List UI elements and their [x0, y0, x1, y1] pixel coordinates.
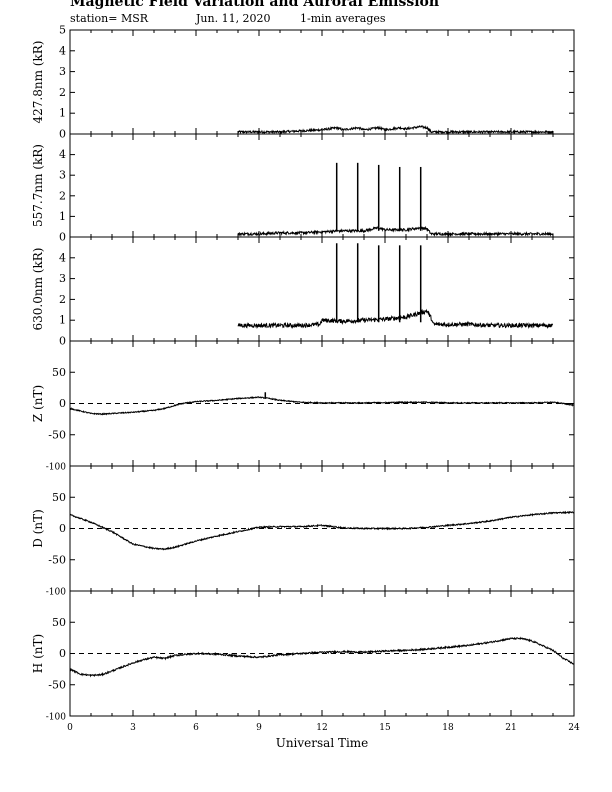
panel-6: -100 -50 0 50 H (nT) 0 3 6 9 12 15 18 21 24 Universal …: [31, 590, 580, 750]
x-tick-label: 24: [568, 723, 580, 733]
series-line: [237, 225, 554, 238]
averaging-label: 1-min averages: [300, 12, 386, 25]
panel-4: -100 -50 0 50 Z (nT): [31, 340, 575, 473]
y-axis-label: D (nT): [31, 509, 45, 548]
y-tick-label: 1: [59, 314, 66, 327]
x-axis-label: Universal Time: [276, 736, 369, 750]
y-tick-label: 0: [59, 335, 66, 348]
y-tick-label: 4: [59, 44, 66, 57]
y-tick-label: 0: [59, 128, 66, 141]
y-tick-label: 3: [59, 169, 66, 182]
y-tick-label: 2: [59, 189, 66, 202]
y-tick-label: 50: [52, 491, 66, 504]
y-tick-label: 4: [59, 148, 66, 161]
y-tick-label: 0: [59, 522, 66, 535]
y-tick-label: 1: [59, 107, 66, 120]
series-line: [237, 308, 554, 330]
y-tick-label: 0: [59, 647, 66, 660]
y-tick-label: 4: [59, 251, 66, 264]
series-line: [69, 510, 575, 551]
y-tick-label: -50: [48, 678, 66, 691]
y-tick-label: 50: [52, 366, 66, 379]
panel-2: 0 1 2 3 4 557.7nm (kR): [31, 133, 575, 244]
y-axis-label: 630.0nm (kR): [31, 248, 45, 331]
x-tick-label: 6: [193, 723, 199, 733]
y-tick-label: 1: [59, 210, 66, 223]
series-line: [69, 396, 575, 416]
y-tick-label: 2: [59, 293, 66, 306]
y-tick-label: -100: [46, 713, 66, 723]
x-tick-label: 3: [130, 723, 136, 733]
date-label: Jun. 11, 2020: [196, 12, 271, 25]
y-tick-label: -50: [48, 553, 66, 566]
chart-title: Magnetic Field Variation and Auroral Emi…: [70, 0, 440, 10]
series-line: [237, 125, 554, 135]
x-tick-label: 12: [316, 723, 327, 733]
x-tick-label: 9: [256, 723, 262, 733]
y-tick-label: 3: [59, 272, 66, 285]
y-tick-label: 50: [52, 616, 66, 629]
y-tick-label: -100: [46, 588, 66, 598]
y-tick-label: 3: [59, 65, 66, 78]
y-tick-label: 0: [59, 231, 66, 244]
panel-5: -100 -50 0 50 D (nT): [31, 465, 575, 598]
series-line: [69, 636, 575, 678]
y-tick-label: -50: [48, 428, 66, 441]
station-label: station= MSR: [70, 12, 149, 25]
panel-3: 0 1 2 3 4 630.0nm (kR): [31, 236, 575, 348]
y-tick-label: -100: [46, 463, 66, 473]
y-tick-label: 2: [59, 86, 66, 99]
x-tick-label: 15: [379, 723, 391, 733]
y-axis-label: Z (nT): [31, 385, 45, 422]
panel-frame: [69, 133, 575, 238]
x-tick-label: 21: [505, 723, 516, 733]
x-tick-label: 18: [442, 723, 454, 733]
y-axis-label: 427.8nm (kR): [31, 41, 45, 124]
y-axis-label: 557.7nm (kR): [31, 144, 45, 227]
y-axis-label: H (nT): [31, 634, 45, 673]
panel-frame: [69, 236, 575, 342]
panel-frame: [69, 29, 575, 135]
y-tick-label: 0: [59, 397, 66, 410]
y-tick-label: 5: [59, 24, 66, 37]
x-tick-label: 0: [67, 723, 73, 733]
panel-1: 0 1 2 3 4 5 427.8nm (kR): [31, 24, 575, 141]
